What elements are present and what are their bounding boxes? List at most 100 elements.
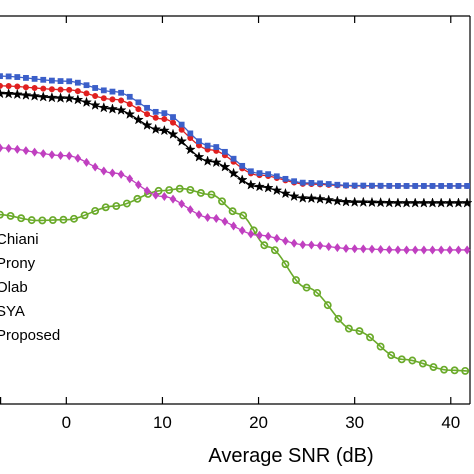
data-point: [340, 196, 352, 207]
data-point: [13, 144, 21, 154]
data-point: [282, 175, 289, 182]
data-point: [230, 155, 237, 162]
data-point: [135, 180, 142, 190]
data-point: [418, 197, 430, 208]
data-point: [5, 143, 13, 153]
data-point: [184, 143, 196, 155]
data-point: [17, 214, 26, 223]
data-point: [202, 155, 214, 166]
data-point: [464, 183, 471, 189]
x-tick-label: 40: [441, 413, 460, 432]
data-point: [109, 88, 116, 95]
data-point: [109, 96, 116, 103]
data-point: [452, 197, 464, 208]
data-point: [152, 190, 160, 200]
data-point: [117, 169, 125, 179]
data-point: [323, 301, 332, 310]
x-tick-label: 20: [249, 413, 268, 432]
data-point: [14, 83, 21, 90]
data-point: [247, 229, 255, 239]
data-point: [133, 194, 142, 203]
data-point: [135, 106, 142, 113]
data-point: [100, 87, 107, 94]
data-point: [126, 174, 134, 184]
data-point: [256, 230, 263, 240]
data-point: [291, 178, 298, 185]
data-point: [392, 197, 404, 208]
data-point: [273, 173, 280, 180]
data-point: [160, 192, 168, 202]
data-point: [325, 242, 333, 252]
data-point: [22, 146, 30, 156]
data-point: [262, 182, 274, 193]
data-point: [401, 197, 413, 208]
data-point: [343, 182, 349, 189]
data-point: [455, 245, 462, 255]
data-point: [80, 211, 89, 220]
data-point: [48, 150, 56, 160]
data-point: [152, 114, 159, 121]
legend-label-sya: SYA: [0, 303, 25, 320]
data-point: [39, 149, 47, 159]
data-point: [92, 85, 99, 91]
data-point: [27, 216, 36, 225]
data-point: [204, 142, 211, 149]
data-point: [455, 183, 462, 189]
data-point: [394, 245, 402, 255]
data-point: [461, 197, 473, 208]
data-point: [0, 210, 4, 219]
data-point: [143, 186, 151, 196]
data-point: [115, 104, 127, 115]
data-point: [308, 240, 315, 250]
data-point: [351, 244, 359, 254]
data-point: [193, 151, 205, 162]
data-point: [186, 185, 195, 194]
axes: [0, 15, 471, 405]
data-point: [91, 206, 100, 215]
data-point: [429, 183, 436, 189]
data-point: [397, 355, 406, 364]
data-point: [333, 243, 341, 253]
data-point: [288, 190, 300, 202]
data-point: [359, 244, 367, 254]
data-point: [0, 73, 3, 80]
data-point: [74, 153, 82, 163]
data-point: [92, 93, 99, 100]
data-point: [59, 215, 68, 224]
data-point: [279, 187, 291, 199]
data-point: [444, 197, 456, 208]
data-point: [308, 180, 315, 186]
series-line: [0, 75, 470, 187]
data-point: [210, 156, 222, 168]
data-point: [31, 84, 38, 91]
data-point: [323, 194, 335, 205]
data-point: [135, 99, 142, 106]
data-point: [290, 238, 298, 248]
data-point: [218, 197, 226, 206]
data-point: [106, 103, 118, 114]
data-point: [98, 102, 110, 113]
data-point: [118, 89, 125, 96]
data-point: [112, 202, 121, 210]
data-point: [5, 83, 12, 90]
data-point: [57, 151, 64, 161]
data-point: [178, 199, 186, 209]
data-point: [49, 77, 55, 84]
data-point: [178, 121, 185, 128]
data-point: [219, 161, 231, 172]
data-point: [55, 92, 67, 103]
data-point: [83, 82, 90, 89]
data-point: [29, 90, 41, 101]
data-point: [325, 181, 332, 187]
data-point: [83, 157, 90, 167]
data-point: [281, 260, 290, 269]
data-point: [74, 79, 81, 86]
data-point: [254, 180, 265, 192]
data-point: [238, 226, 246, 236]
data-point: [37, 91, 49, 102]
data-point: [3, 88, 15, 99]
data-point: [207, 190, 216, 199]
data-point: [342, 243, 350, 253]
data-point: [161, 115, 168, 122]
